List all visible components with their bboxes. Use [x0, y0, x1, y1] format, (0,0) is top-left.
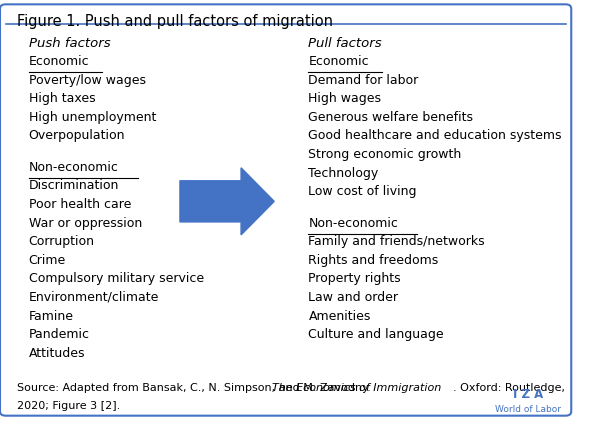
- Text: Famine: Famine: [29, 310, 74, 323]
- Text: Environment/climate: Environment/climate: [29, 291, 159, 304]
- Text: Non-economic: Non-economic: [29, 161, 119, 174]
- Text: Poverty/low wages: Poverty/low wages: [29, 74, 145, 87]
- Text: Rights and freedoms: Rights and freedoms: [308, 254, 439, 267]
- Text: World of Labor: World of Labor: [496, 405, 561, 414]
- Text: Discrimination: Discrimination: [29, 179, 119, 192]
- Text: Generous welfare benefits: Generous welfare benefits: [308, 111, 474, 124]
- Text: Good healthcare and education systems: Good healthcare and education systems: [308, 129, 562, 142]
- Text: Law and order: Law and order: [308, 291, 398, 304]
- FancyBboxPatch shape: [0, 4, 572, 416]
- Text: Pandemic: Pandemic: [29, 328, 89, 341]
- Text: High unemployment: High unemployment: [29, 111, 156, 124]
- Text: Economic: Economic: [29, 55, 89, 68]
- Text: Compulsory military service: Compulsory military service: [29, 272, 204, 285]
- Text: Economic: Economic: [308, 55, 369, 68]
- Text: Figure 1. Push and pull factors of migration: Figure 1. Push and pull factors of migra…: [17, 14, 333, 29]
- Text: High taxes: High taxes: [29, 92, 95, 105]
- Text: Property rights: Property rights: [308, 272, 401, 285]
- Text: Amenities: Amenities: [308, 310, 371, 323]
- Text: Non-economic: Non-economic: [308, 217, 398, 230]
- Text: Technology: Technology: [308, 167, 379, 180]
- Text: Low cost of living: Low cost of living: [308, 185, 417, 198]
- Text: I Z A: I Z A: [513, 388, 544, 401]
- Text: War or oppression: War or oppression: [29, 216, 142, 229]
- Text: Culture and language: Culture and language: [308, 328, 444, 341]
- Text: Demand for labor: Demand for labor: [308, 74, 419, 87]
- Text: Pull factors: Pull factors: [308, 37, 382, 50]
- Text: Overpopulation: Overpopulation: [29, 129, 125, 142]
- Text: Push factors: Push factors: [29, 37, 110, 50]
- Text: Attitudes: Attitudes: [29, 347, 85, 360]
- FancyArrow shape: [180, 168, 274, 235]
- Text: Family and friends/networks: Family and friends/networks: [308, 235, 485, 248]
- Text: High wages: High wages: [308, 92, 381, 105]
- Text: 2020; Figure 3 [2].: 2020; Figure 3 [2].: [17, 401, 120, 411]
- Text: Crime: Crime: [29, 254, 66, 267]
- Text: Source: Adapted from Bansak, C., N. Simpson, and M. Zavodny.: Source: Adapted from Bansak, C., N. Simp…: [17, 383, 375, 393]
- Text: . Oxford: Routledge,: . Oxford: Routledge,: [453, 383, 565, 393]
- Text: Strong economic growth: Strong economic growth: [308, 148, 461, 161]
- Text: The Economics of Immigration: The Economics of Immigration: [272, 383, 442, 393]
- Text: Poor health care: Poor health care: [29, 198, 131, 211]
- Text: Corruption: Corruption: [29, 235, 95, 248]
